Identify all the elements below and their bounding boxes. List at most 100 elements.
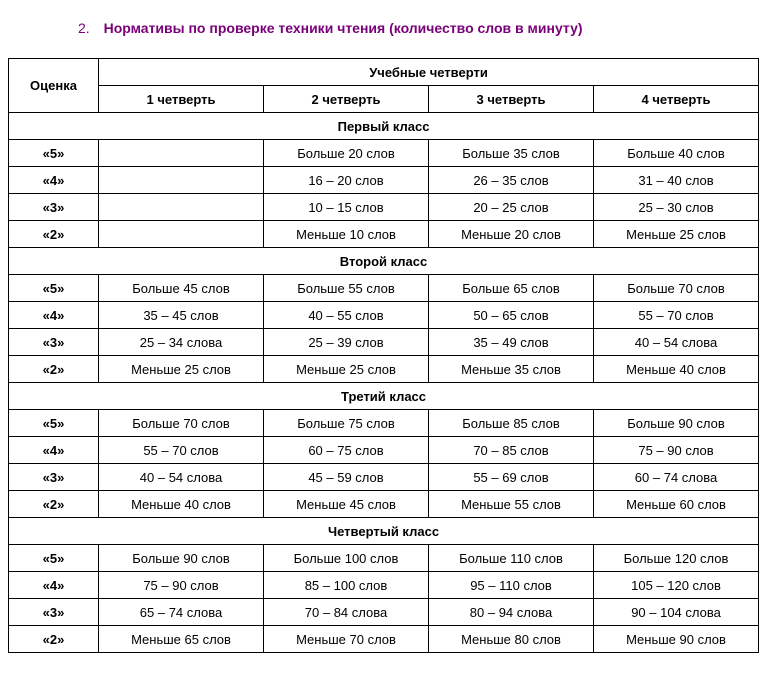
grade-cell: «2» [9, 491, 99, 518]
value-cell: Меньше 90 слов [594, 626, 759, 653]
table-row: «5»Больше 45 словБольше 55 словБольше 65… [9, 275, 759, 302]
value-cell: 45 – 59 слов [264, 464, 429, 491]
grade-cell: «4» [9, 572, 99, 599]
grade-cell: «3» [9, 194, 99, 221]
table-row: «2»Меньше 65 словМеньше 70 словМеньше 80… [9, 626, 759, 653]
grade-cell: «5» [9, 140, 99, 167]
grade-cell: «4» [9, 302, 99, 329]
value-cell: 70 – 84 слова [264, 599, 429, 626]
table-row: «3»40 – 54 слова45 – 59 слов55 – 69 слов… [9, 464, 759, 491]
section-name: Третий класс [9, 383, 759, 410]
value-cell: Больше 40 слов [594, 140, 759, 167]
value-cell: 35 – 49 слов [429, 329, 594, 356]
title-number: 2. [78, 20, 90, 36]
value-cell: Больше 45 слов [99, 275, 264, 302]
table-row: «4»75 – 90 слов85 – 100 слов95 – 110 сло… [9, 572, 759, 599]
table-row: «5»Больше 70 словБольше 75 словБольше 85… [9, 410, 759, 437]
table-row: «3»25 – 34 слова25 – 39 слов35 – 49 слов… [9, 329, 759, 356]
table-row: «5»Больше 90 словБольше 100 словБольше 1… [9, 545, 759, 572]
value-cell [99, 140, 264, 167]
value-cell: 85 – 100 слов [264, 572, 429, 599]
header-quarters-group: Учебные четверти [99, 59, 759, 86]
value-cell: 60 – 75 слов [264, 437, 429, 464]
value-cell: 55 – 70 слов [594, 302, 759, 329]
section-header: Третий класс [9, 383, 759, 410]
table-row: «2»Меньше 10 словМеньше 20 словМеньше 25… [9, 221, 759, 248]
value-cell: 26 – 35 слов [429, 167, 594, 194]
value-cell: Меньше 65 слов [99, 626, 264, 653]
value-cell: Больше 55 слов [264, 275, 429, 302]
header-q1: 1 четверть [99, 86, 264, 113]
value-cell: 90 – 104 слова [594, 599, 759, 626]
value-cell: Меньше 40 слов [99, 491, 264, 518]
grade-cell: «3» [9, 464, 99, 491]
value-cell: 60 – 74 слова [594, 464, 759, 491]
table-row: «4»35 – 45 слов40 – 55 слов50 – 65 слов5… [9, 302, 759, 329]
grade-cell: «5» [9, 545, 99, 572]
value-cell: Меньше 80 слов [429, 626, 594, 653]
value-cell: 75 – 90 слов [99, 572, 264, 599]
value-cell: 25 – 34 слова [99, 329, 264, 356]
value-cell: Больше 120 слов [594, 545, 759, 572]
grade-cell: «5» [9, 275, 99, 302]
value-cell: 40 – 54 слова [99, 464, 264, 491]
value-cell: 105 – 120 слов [594, 572, 759, 599]
value-cell: Меньше 45 слов [264, 491, 429, 518]
value-cell: Меньше 25 слов [594, 221, 759, 248]
section-name: Четвертый класс [9, 518, 759, 545]
value-cell: Меньше 20 слов [429, 221, 594, 248]
value-cell: Больше 110 слов [429, 545, 594, 572]
value-cell: Больше 70 слов [594, 275, 759, 302]
norms-table: Оценка Учебные четверти 1 четверть 2 чет… [8, 58, 759, 653]
table-row: «4»55 – 70 слов60 – 75 слов70 – 85 слов7… [9, 437, 759, 464]
grade-cell: «2» [9, 356, 99, 383]
value-cell: 40 – 54 слова [594, 329, 759, 356]
grade-cell: «2» [9, 221, 99, 248]
value-cell: Больше 85 слов [429, 410, 594, 437]
header-grade: Оценка [9, 59, 99, 113]
section-header: Первый класс [9, 113, 759, 140]
title-text: Нормативы по проверке техники чтения (ко… [104, 20, 583, 36]
header-q3: 3 четверть [429, 86, 594, 113]
value-cell: Меньше 40 слов [594, 356, 759, 383]
value-cell: 31 – 40 слов [594, 167, 759, 194]
value-cell [99, 194, 264, 221]
value-cell [99, 167, 264, 194]
value-cell: Меньше 25 слов [264, 356, 429, 383]
header-row-2: 1 четверть 2 четверть 3 четверть 4 четве… [9, 86, 759, 113]
table-row: «5»Больше 20 словБольше 35 словБольше 40… [9, 140, 759, 167]
page-title: 2. Нормативы по проверке техники чтения … [78, 20, 758, 36]
grade-cell: «4» [9, 167, 99, 194]
value-cell: 25 – 30 слов [594, 194, 759, 221]
header-q2: 2 четверть [264, 86, 429, 113]
value-cell: 10 – 15 слов [264, 194, 429, 221]
table-row: «4» 16 – 20 слов26 – 35 слов31 – 40 слов [9, 167, 759, 194]
value-cell: 25 – 39 слов [264, 329, 429, 356]
value-cell: 20 – 25 слов [429, 194, 594, 221]
header-row-1: Оценка Учебные четверти [9, 59, 759, 86]
value-cell: 65 – 74 слова [99, 599, 264, 626]
grade-cell: «3» [9, 599, 99, 626]
grade-cell: «4» [9, 437, 99, 464]
grade-cell: «5» [9, 410, 99, 437]
section-header: Четвертый класс [9, 518, 759, 545]
value-cell: 50 – 65 слов [429, 302, 594, 329]
value-cell: 55 – 70 слов [99, 437, 264, 464]
table-row: «3»65 – 74 слова70 – 84 слова80 – 94 сло… [9, 599, 759, 626]
value-cell: Больше 35 слов [429, 140, 594, 167]
value-cell: 95 – 110 слов [429, 572, 594, 599]
value-cell: Меньше 25 слов [99, 356, 264, 383]
section-name: Второй класс [9, 248, 759, 275]
value-cell: 35 – 45 слов [99, 302, 264, 329]
value-cell: Больше 70 слов [99, 410, 264, 437]
value-cell: Меньше 55 слов [429, 491, 594, 518]
grade-cell: «3» [9, 329, 99, 356]
value-cell: Больше 75 слов [264, 410, 429, 437]
value-cell: Меньше 70 слов [264, 626, 429, 653]
table-row: «2»Меньше 40 словМеньше 45 словМеньше 55… [9, 491, 759, 518]
value-cell: 55 – 69 слов [429, 464, 594, 491]
value-cell: 70 – 85 слов [429, 437, 594, 464]
value-cell: 16 – 20 слов [264, 167, 429, 194]
header-q4: 4 четверть [594, 86, 759, 113]
section-name: Первый класс [9, 113, 759, 140]
